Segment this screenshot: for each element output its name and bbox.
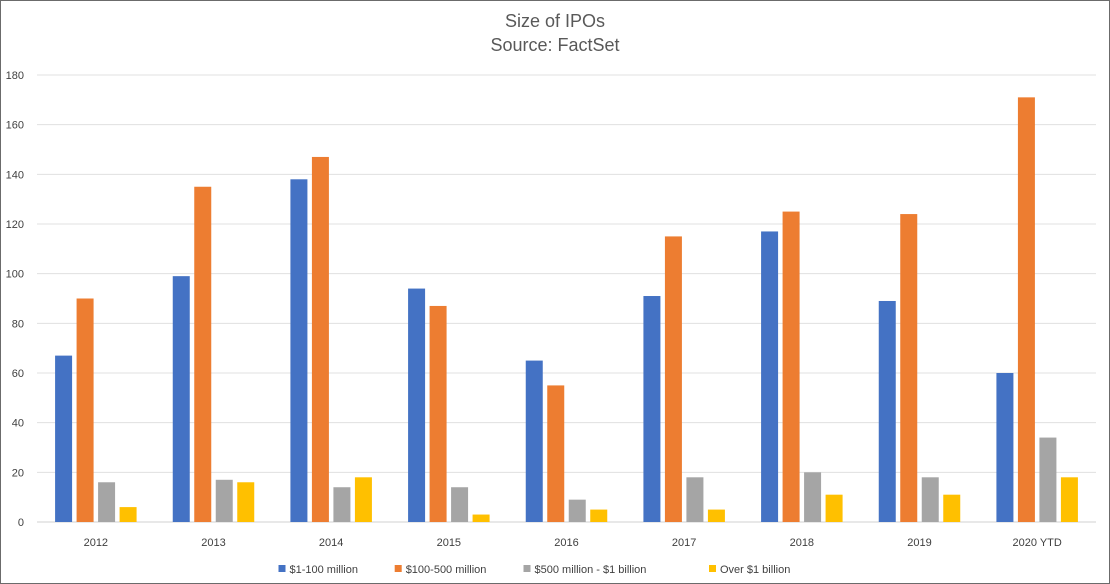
- bar: [878, 300, 896, 522]
- bar: [921, 477, 939, 522]
- bar: [1039, 437, 1057, 522]
- legend-label: Over $1 billion: [720, 564, 790, 576]
- bar: [590, 509, 608, 522]
- bar: [707, 509, 725, 522]
- y-tick-label: 60: [12, 368, 24, 380]
- legend-label: $1-100 million: [290, 564, 358, 576]
- bar: [664, 236, 682, 522]
- bar: [119, 507, 137, 522]
- legend: $1-100 million $100-500 million $500 milli…: [278, 564, 790, 576]
- legend-swatch: [394, 565, 402, 572]
- bar: [354, 477, 372, 522]
- x-tick-label: 2020 YTD: [1013, 537, 1062, 549]
- gridlines: [37, 74, 1096, 523]
- bar: [900, 214, 918, 523]
- bar: [825, 494, 843, 522]
- bar: [943, 494, 961, 522]
- y-tick-label: 20: [12, 467, 24, 479]
- bar: [472, 514, 490, 522]
- bar: [408, 288, 426, 522]
- bar: [996, 373, 1014, 522]
- x-tick-label: 2017: [672, 537, 696, 549]
- y-tick-label: 40: [12, 418, 24, 430]
- chart-title: Size of IPOs: [505, 11, 605, 31]
- bar: [451, 487, 469, 522]
- y-tick-label: 160: [6, 120, 24, 132]
- bar: [76, 298, 94, 522]
- y-tick-label: 80: [12, 318, 24, 330]
- y-tick-label: 100: [6, 269, 24, 281]
- x-axis-ticks: 2012 2013 2014 2015 2016 2017 2018 2019 2020 YTD: [84, 537, 1062, 549]
- x-tick-label: 2019: [907, 537, 931, 549]
- bar: [761, 231, 779, 522]
- bar: [1060, 477, 1078, 522]
- legend-label: $500 million - $1 billion: [535, 564, 647, 576]
- bar: [311, 156, 329, 522]
- x-tick-label: 2015: [437, 537, 461, 549]
- bar: [194, 186, 212, 522]
- bar: [686, 477, 704, 522]
- x-tick-label: 2018: [790, 537, 814, 549]
- legend-label: $100-500 million: [406, 564, 487, 576]
- y-tick-label: 180: [6, 70, 24, 82]
- bar: [215, 479, 233, 522]
- chart-subtitle: Source: FactSet: [490, 35, 619, 55]
- bar: [1017, 97, 1035, 522]
- bar: [525, 360, 543, 522]
- bars: [55, 97, 1078, 523]
- bar: [643, 296, 661, 522]
- y-tick-label: 140: [6, 169, 24, 181]
- bar: [237, 482, 255, 522]
- bar: [333, 487, 351, 522]
- x-tick-label: 2012: [84, 537, 108, 549]
- bar: [782, 211, 800, 523]
- legend-swatch: [523, 565, 531, 572]
- bar: [568, 499, 586, 522]
- x-tick-label: 2016: [554, 537, 578, 549]
- bar: [804, 472, 822, 522]
- legend-swatch: [709, 565, 716, 572]
- y-tick-label: 120: [6, 219, 24, 231]
- bar: [290, 179, 308, 523]
- bar: [547, 385, 565, 522]
- x-tick-label: 2013: [201, 537, 225, 549]
- bar: [429, 305, 447, 522]
- bar: [98, 482, 116, 522]
- x-tick-label: 2014: [319, 537, 343, 549]
- legend-swatch: [278, 565, 286, 572]
- bar: [55, 355, 73, 522]
- y-tick-label: 0: [18, 517, 24, 529]
- y-axis-ticks: 0 20 40 60 80 100 120 140 160 180: [6, 70, 24, 529]
- bar: [172, 276, 190, 522]
